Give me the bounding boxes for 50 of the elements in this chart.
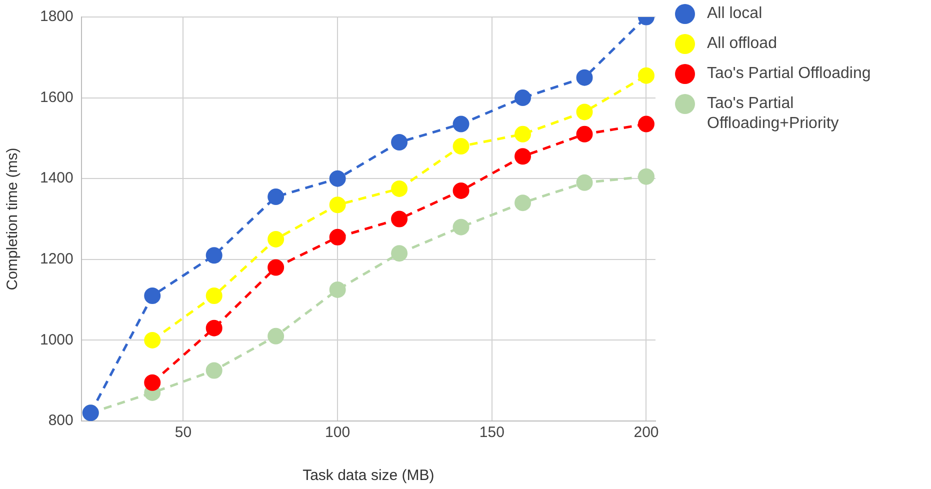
y-tick-label: 1200 xyxy=(40,250,74,268)
point xyxy=(638,116,654,132)
legend-label: Tao's Partial Offloading+Priority xyxy=(707,94,840,134)
x-tick-label: 150 xyxy=(479,424,504,442)
point xyxy=(268,230,284,248)
x-axis-title: Task data size (MB) xyxy=(302,467,434,484)
point xyxy=(206,320,222,336)
point xyxy=(329,170,346,187)
y-tick-label: 1600 xyxy=(40,88,74,106)
point xyxy=(514,194,532,212)
point xyxy=(206,362,222,379)
point xyxy=(452,218,470,236)
y-tick-label: 1400 xyxy=(40,170,74,187)
point xyxy=(514,148,532,165)
point xyxy=(638,67,654,84)
legend-label: All local xyxy=(707,4,762,24)
point xyxy=(268,188,284,206)
legend-label: All offload xyxy=(707,34,777,54)
point xyxy=(329,281,346,298)
point xyxy=(329,228,346,246)
legend-label: Tao's Partial Offloading xyxy=(707,64,871,84)
point xyxy=(144,332,161,348)
x-tick-label: 100 xyxy=(325,424,350,442)
point xyxy=(391,245,408,262)
point xyxy=(329,196,346,214)
y-axis-title: Completion time (ms) xyxy=(4,148,22,290)
point xyxy=(576,126,593,142)
point xyxy=(452,182,470,199)
point xyxy=(391,210,408,228)
point xyxy=(576,174,593,191)
point xyxy=(144,374,161,391)
y-tick-label: 1800 xyxy=(40,8,74,26)
point xyxy=(514,90,532,106)
point xyxy=(391,134,408,150)
point xyxy=(514,126,532,142)
point xyxy=(576,104,593,120)
x-tick-label: 200 xyxy=(634,424,659,442)
point xyxy=(144,288,161,304)
point xyxy=(638,168,654,185)
point xyxy=(391,180,408,197)
point xyxy=(268,259,284,276)
point xyxy=(206,288,222,304)
point xyxy=(576,69,593,86)
point xyxy=(452,138,470,155)
y-tick-label: 800 xyxy=(48,412,74,430)
point xyxy=(268,328,284,344)
x-tick-label: 50 xyxy=(174,424,192,442)
point xyxy=(206,247,222,264)
y-tick-label: 1000 xyxy=(40,331,74,348)
point xyxy=(452,116,470,132)
